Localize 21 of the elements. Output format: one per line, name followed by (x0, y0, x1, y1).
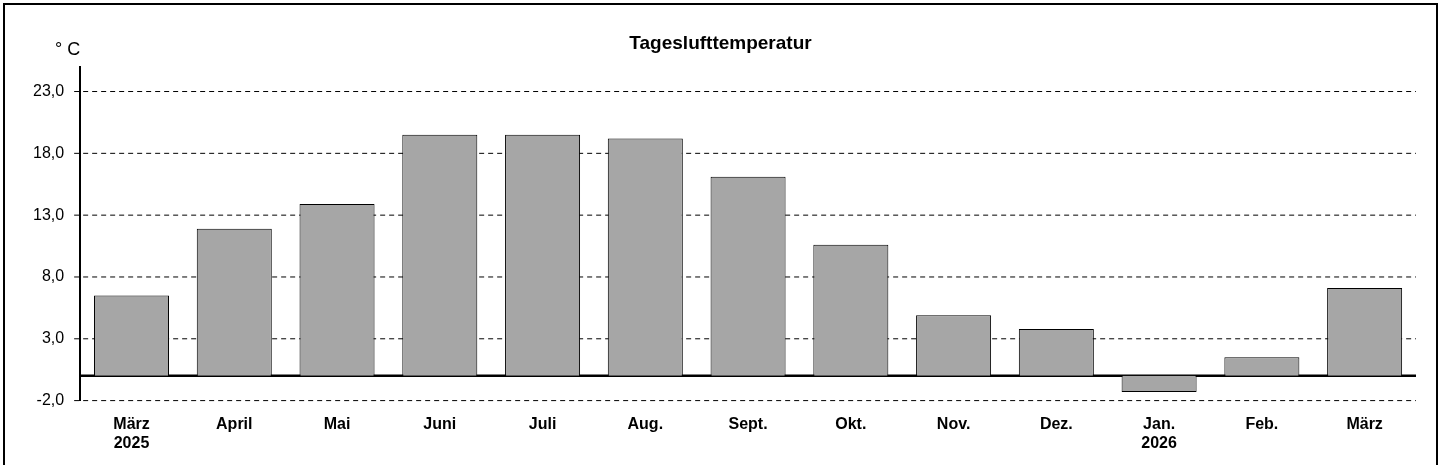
y-tick-label: -2,0 (36, 391, 65, 409)
y-axis-title: ° C (55, 38, 81, 59)
x-tick-label: März (1346, 414, 1383, 432)
x-tick-label: Jan. 2026 (1141, 414, 1177, 451)
x-tick-label: April (216, 414, 253, 432)
y-tick-label: 8,0 (41, 267, 65, 285)
x-tick-label: Juni (423, 414, 457, 432)
y-tick-label: 3,0 (41, 329, 65, 347)
x-tick-label: Dez. (1039, 414, 1073, 432)
y-tick-label: 23,0 (33, 81, 65, 99)
x-tick-label: Aug. (627, 414, 664, 432)
x-tick-label: Nov. (936, 414, 971, 432)
chart-title: Tageslufttemperatur (629, 31, 813, 53)
x-tick-label: Juli (528, 414, 557, 432)
x-tick-label: Okt. (835, 414, 867, 432)
y-tick-label: 13,0 (33, 205, 65, 223)
y-tick-label: 18,0 (33, 143, 65, 161)
x-tick-label: Sept. (728, 414, 768, 432)
x-tick-label: Mai (323, 414, 351, 432)
x-tick-label: März 2025 (113, 414, 150, 451)
x-tick-label: Feb. (1245, 414, 1279, 432)
